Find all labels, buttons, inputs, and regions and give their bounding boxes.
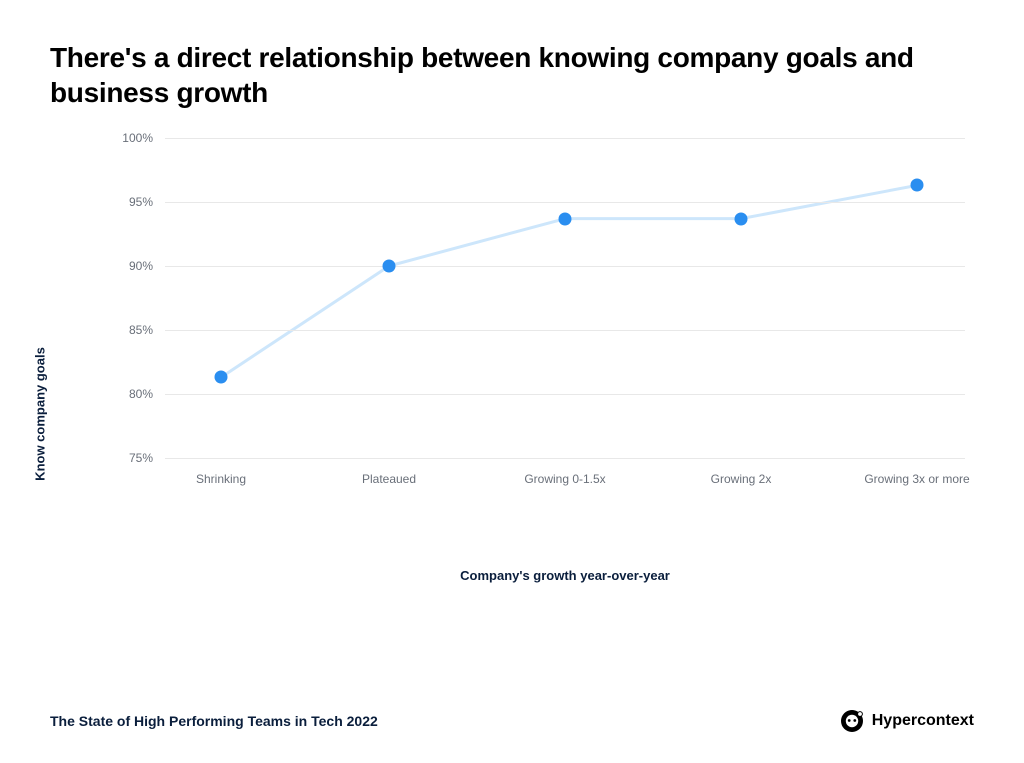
y-tick-label: 75% <box>129 451 165 465</box>
chart-title: There's a direct relationship between kn… <box>50 40 930 110</box>
x-tick-label: Growing 0-1.5x <box>524 458 605 486</box>
y-tick-label: 80% <box>129 387 165 401</box>
y-axis-label: Know company goals <box>33 347 48 481</box>
y-tick-label: 85% <box>129 323 165 337</box>
gridline <box>165 394 965 395</box>
data-point-marker <box>215 371 228 384</box>
data-point-marker <box>559 212 572 225</box>
x-tick-label: Growing 2x <box>711 458 772 486</box>
x-tick-label: Shrinking <box>196 458 246 486</box>
gridline <box>165 138 965 139</box>
data-point-marker <box>383 260 396 273</box>
brand-name: Hypercontext <box>872 712 974 730</box>
x-axis-label: Company's growth year-over-year <box>165 568 965 583</box>
y-tick-label: 90% <box>129 259 165 273</box>
brand: Hypercontext <box>840 709 974 733</box>
gridline <box>165 266 965 267</box>
x-tick-label: Growing 3x or more <box>864 458 969 486</box>
footer-source-text: The State of High Performing Teams in Te… <box>50 713 378 729</box>
gridline <box>165 202 965 203</box>
plot-area: 75%80%85%90%95%100%ShrinkingPlateauedGro… <box>165 138 965 458</box>
chart-area: Know company goals 75%80%85%90%95%100%Sh… <box>50 138 974 689</box>
y-tick-label: 95% <box>129 195 165 209</box>
y-tick-label: 100% <box>122 131 165 145</box>
hypercontext-logo-icon <box>840 709 864 733</box>
x-tick-label: Plateaued <box>362 458 416 486</box>
footer: The State of High Performing Teams in Te… <box>50 689 974 733</box>
line-path <box>165 138 965 458</box>
data-point-marker <box>911 179 924 192</box>
data-point-marker <box>735 212 748 225</box>
gridline <box>165 330 965 331</box>
